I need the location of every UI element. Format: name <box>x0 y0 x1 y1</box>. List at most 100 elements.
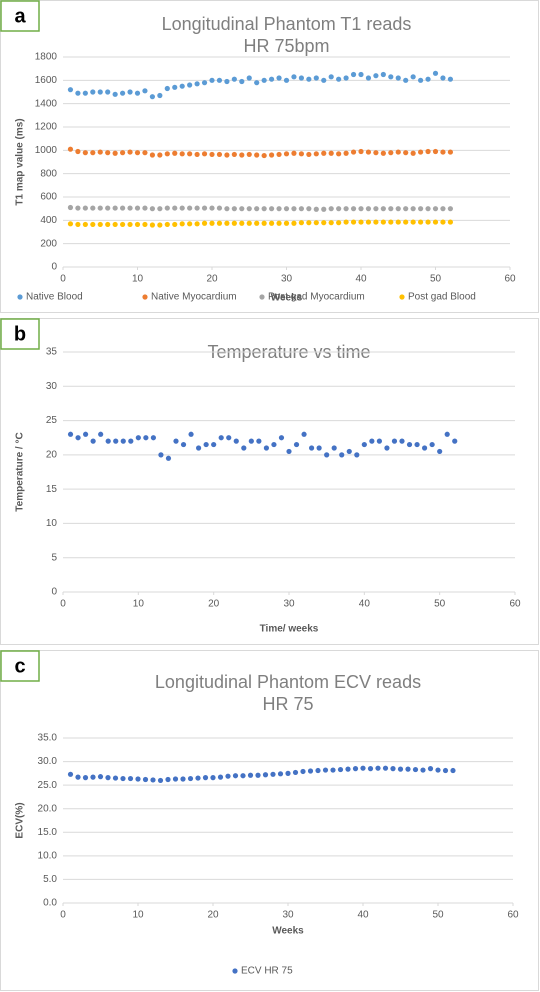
data-point <box>373 150 379 156</box>
y-tick-label: 15 <box>46 484 58 495</box>
data-point <box>113 438 119 444</box>
data-point <box>97 774 104 780</box>
y-tick-label: 0 <box>51 262 57 273</box>
data-point <box>262 772 269 778</box>
data-point <box>410 150 416 156</box>
legend-label: Native Myocardium <box>151 292 237 303</box>
data-point <box>328 220 334 226</box>
data-point <box>105 89 111 95</box>
data-point <box>425 148 431 155</box>
data-point <box>134 90 141 96</box>
data-point <box>447 149 453 155</box>
data-point <box>365 75 372 81</box>
data-point <box>365 219 372 225</box>
data-point <box>149 152 155 158</box>
data-point <box>67 221 74 227</box>
data-point <box>134 221 141 228</box>
data-point <box>429 441 435 448</box>
legend-marker <box>232 968 238 974</box>
data-point <box>201 80 208 86</box>
data-point <box>239 152 245 158</box>
data-point <box>343 206 349 212</box>
data-point <box>105 775 111 781</box>
data-point <box>442 767 449 774</box>
data-point <box>150 777 156 783</box>
data-point <box>390 766 396 772</box>
data-point <box>225 773 231 779</box>
data-point <box>354 452 360 458</box>
data-point <box>422 445 428 451</box>
data-point <box>432 148 439 155</box>
legend-label: Post gad Blood <box>408 292 476 303</box>
data-point <box>105 438 111 444</box>
data-point <box>203 441 209 448</box>
data-point <box>179 83 185 89</box>
x-tick-label: 10 <box>132 274 144 285</box>
data-point <box>187 151 193 157</box>
data-point <box>187 205 193 211</box>
data-point <box>142 221 148 228</box>
panel-label-box <box>0 650 40 682</box>
data-point <box>157 92 163 99</box>
data-point <box>388 206 394 212</box>
data-point <box>97 205 103 211</box>
data-point <box>269 220 275 226</box>
y-tick-label: 600 <box>40 192 57 203</box>
data-point <box>339 452 345 458</box>
data-point <box>306 151 312 158</box>
data-point <box>361 441 367 448</box>
data-point <box>376 438 382 444</box>
x-tick-label: 20 <box>207 910 219 921</box>
x-tick-label: 10 <box>133 599 145 610</box>
data-point <box>301 431 307 437</box>
chart-subtitle: HR 75 <box>262 694 313 714</box>
y-tick-label: 800 <box>40 168 57 179</box>
y-tick-label: 1000 <box>35 145 58 156</box>
data-point <box>217 774 224 780</box>
y-tick-label: 200 <box>40 238 57 249</box>
data-point <box>149 222 155 228</box>
data-point <box>336 206 342 212</box>
data-point <box>324 452 330 458</box>
data-point <box>425 219 431 225</box>
data-point <box>67 204 74 211</box>
data-point <box>313 220 319 226</box>
data-point <box>239 220 245 226</box>
data-point <box>395 206 401 212</box>
data-point <box>209 151 215 158</box>
y-tick-label: 1600 <box>35 75 58 86</box>
data-point <box>269 206 275 212</box>
data-point <box>435 767 441 773</box>
data-point <box>403 77 409 83</box>
data-point <box>246 75 252 81</box>
data-point <box>414 441 420 448</box>
legend-label: Native Blood <box>26 292 83 303</box>
data-point <box>165 776 171 783</box>
data-point <box>82 150 88 156</box>
data-point <box>112 775 119 781</box>
data-point <box>336 220 342 226</box>
data-point <box>149 94 155 100</box>
data-point <box>112 205 118 211</box>
data-point <box>67 431 74 437</box>
data-point <box>315 767 321 774</box>
data-point <box>418 219 424 225</box>
data-point <box>194 205 200 211</box>
data-point <box>418 77 424 83</box>
data-point <box>194 221 200 227</box>
data-point <box>201 151 208 157</box>
data-point <box>440 219 446 225</box>
data-point <box>437 448 443 455</box>
data-point <box>388 150 394 156</box>
data-point <box>142 150 148 156</box>
data-point <box>450 767 456 774</box>
x-tick-label: 0 <box>60 274 66 285</box>
data-point <box>269 76 275 82</box>
data-point <box>286 448 292 455</box>
data-point <box>75 774 81 780</box>
data-point <box>440 149 446 155</box>
data-point <box>83 431 89 437</box>
data-point <box>380 150 386 156</box>
